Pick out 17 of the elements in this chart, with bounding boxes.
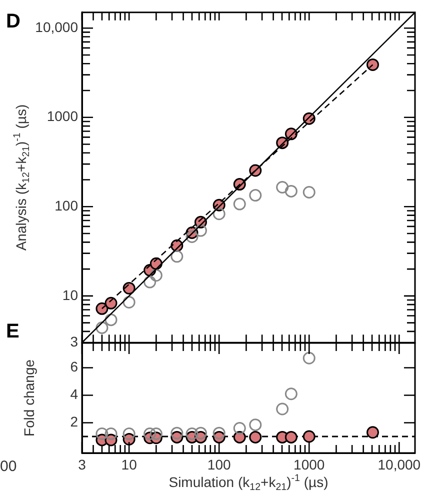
y-tick-label: 2 bbox=[70, 414, 78, 430]
x-tick-label: 10 bbox=[121, 456, 138, 472]
y-tick-label: 4 bbox=[70, 386, 78, 402]
y-tick-label: 10 bbox=[62, 286, 78, 303]
text: E bbox=[6, 320, 20, 343]
y-tick-label: 3 bbox=[70, 333, 78, 350]
text: 00 bbox=[0, 458, 17, 476]
x-tick-label: 1000 bbox=[294, 456, 325, 472]
y-tick-label: 6 bbox=[70, 358, 78, 375]
y-axis-title: Fold change bbox=[20, 359, 37, 437]
x-tick-label: 100 bbox=[207, 456, 231, 472]
x-tick-label: 10,000 bbox=[378, 456, 421, 472]
y-tick-label: 1000 bbox=[46, 108, 78, 124]
y-tick-label: 10,000 bbox=[35, 18, 78, 35]
text: D bbox=[6, 10, 20, 33]
y-axis-title: Analysis (k12+k21)-1 (µs) bbox=[12, 104, 32, 251]
y-tick-label: 100 bbox=[54, 198, 78, 214]
